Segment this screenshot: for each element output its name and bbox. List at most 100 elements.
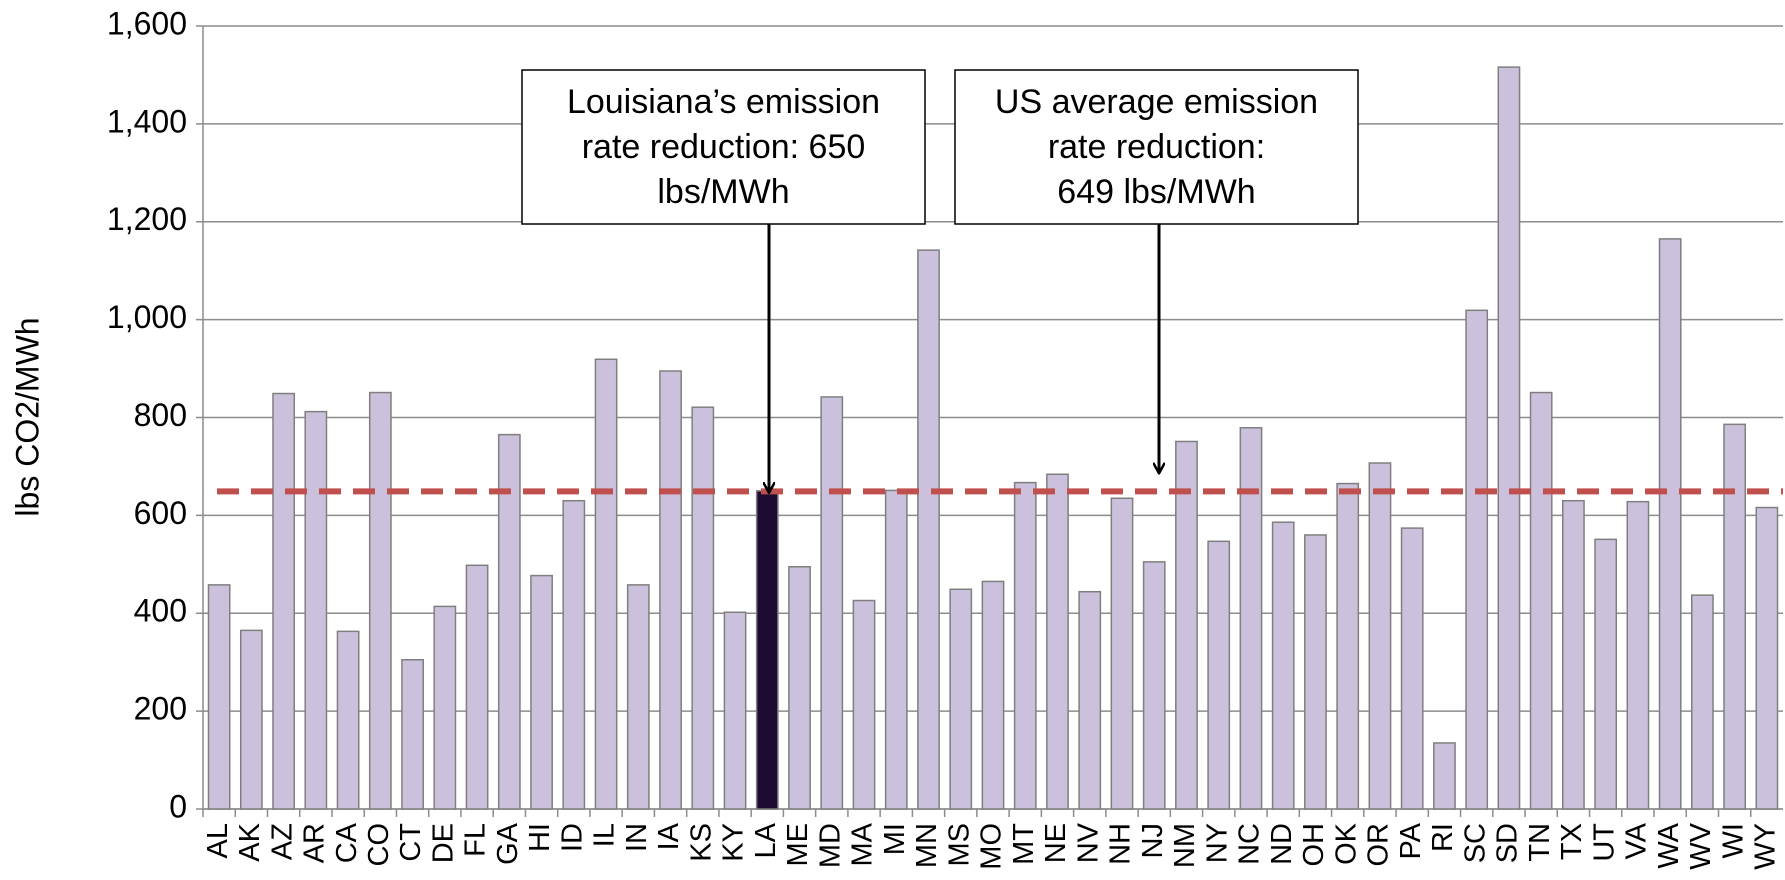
bar xyxy=(530,574,553,810)
bar xyxy=(820,396,844,810)
x-tick-label: NM xyxy=(1169,823,1201,868)
x-tick-label: NE xyxy=(1040,823,1072,863)
bar xyxy=(497,433,521,810)
x-tick-label: FL xyxy=(460,823,492,857)
bar xyxy=(1207,540,1231,810)
bar xyxy=(1465,309,1489,810)
bar xyxy=(1433,742,1456,810)
bar xyxy=(691,406,715,810)
bar xyxy=(723,611,747,810)
y-tick-label: 200 xyxy=(134,691,187,727)
x-tick-label: WA xyxy=(1653,822,1685,868)
x-tick-label: IA xyxy=(653,822,685,850)
x-tick-label: MA xyxy=(847,822,879,866)
y-tick-label: 800 xyxy=(134,397,187,433)
y-tick-label: 600 xyxy=(134,495,187,531)
x-tick-label: NC xyxy=(1234,823,1266,865)
bar xyxy=(788,566,811,810)
bar xyxy=(401,658,424,810)
bar xyxy=(1013,481,1037,810)
x-tick-label: KS xyxy=(685,823,717,862)
x-tick-label: MN xyxy=(911,823,943,868)
x-tick-label: UT xyxy=(1588,823,1620,862)
bar xyxy=(1626,500,1650,810)
bar xyxy=(884,489,908,810)
annotation-text: rate reduction: 650 xyxy=(582,128,866,166)
bar xyxy=(626,584,650,810)
y-tick-label: 400 xyxy=(134,593,187,629)
bar xyxy=(1562,499,1585,810)
bar xyxy=(1658,238,1682,810)
x-tick-label: OH xyxy=(1298,823,1330,867)
x-tick-label: AZ xyxy=(266,823,298,860)
bar xyxy=(1723,423,1747,810)
x-tick-label: ND xyxy=(1266,823,1298,865)
x-tick-label: AL xyxy=(202,823,234,858)
x-tick-label: TN xyxy=(1524,823,1556,862)
bar xyxy=(304,410,328,810)
bar xyxy=(1594,538,1618,810)
bar xyxy=(1271,521,1295,810)
bar xyxy=(562,499,586,810)
bar xyxy=(1239,427,1263,810)
x-tick-label: NV xyxy=(1072,822,1104,863)
x-tick-label: NY xyxy=(1201,823,1233,863)
x-tick-label: MD xyxy=(814,823,846,868)
bar xyxy=(336,630,360,810)
x-tick-label: OR xyxy=(1363,823,1395,867)
x-tick-label: MS xyxy=(943,823,975,867)
x-tick-label: WY xyxy=(1750,823,1782,870)
bar xyxy=(433,605,457,810)
x-tick-label: HI xyxy=(524,823,556,852)
x-tick-label: KY xyxy=(718,823,750,862)
bar xyxy=(465,564,489,810)
x-tick-label: MI xyxy=(879,823,911,855)
y-tick-label: 1,200 xyxy=(107,201,187,237)
bar xyxy=(1755,506,1779,810)
x-tick-label: CO xyxy=(363,823,395,867)
x-tick-label: VA xyxy=(1621,822,1653,859)
bar xyxy=(1336,482,1360,810)
x-tick-label: AR xyxy=(299,823,331,863)
annotation-text: US average emission xyxy=(995,83,1318,121)
bar xyxy=(1142,561,1166,810)
x-tick-label: IN xyxy=(621,823,653,852)
x-tick-label: PA xyxy=(1395,822,1427,859)
y-tick-label: 1,400 xyxy=(107,103,187,139)
bar xyxy=(1110,497,1134,810)
bar xyxy=(1368,462,1392,810)
y-tick-label: 1,000 xyxy=(107,299,187,335)
bar xyxy=(917,249,940,810)
x-tick-label: MO xyxy=(976,823,1008,870)
y-tick-label: 0 xyxy=(169,788,187,824)
x-tick-label: ME xyxy=(782,823,814,867)
annotation-box xyxy=(954,69,1359,225)
annotation-text: Louisiana’s emission xyxy=(567,83,880,121)
x-tick-label: DE xyxy=(427,823,459,863)
bar xyxy=(1529,391,1553,810)
x-tick-label: AK xyxy=(234,822,266,861)
annotation-text: rate reduction: xyxy=(1048,128,1265,166)
bar xyxy=(852,599,876,810)
bar xyxy=(1078,590,1102,810)
bar xyxy=(981,580,1005,810)
y-tick-label: 1,600 xyxy=(107,5,187,41)
bar xyxy=(594,358,618,810)
bar xyxy=(239,629,263,810)
bar xyxy=(659,370,682,810)
x-tick-label: CT xyxy=(395,823,427,862)
annotation-text: lbs/MWh xyxy=(657,173,789,211)
annotation-box xyxy=(521,69,926,225)
x-tick-label: WI xyxy=(1717,823,1749,858)
x-tick-label: RI xyxy=(1427,823,1459,852)
y-axis-title: lbs CO2/MWh xyxy=(9,317,45,516)
x-tick-label: MT xyxy=(1008,823,1040,865)
x-tick-label: TX xyxy=(1556,823,1588,860)
bar xyxy=(272,392,296,810)
bar xyxy=(755,490,779,810)
bar xyxy=(1304,534,1327,810)
x-tick-label: IL xyxy=(589,823,621,847)
x-tick-label: OK xyxy=(1330,822,1362,865)
x-tick-label: NJ xyxy=(1137,823,1169,858)
bar xyxy=(368,391,392,810)
